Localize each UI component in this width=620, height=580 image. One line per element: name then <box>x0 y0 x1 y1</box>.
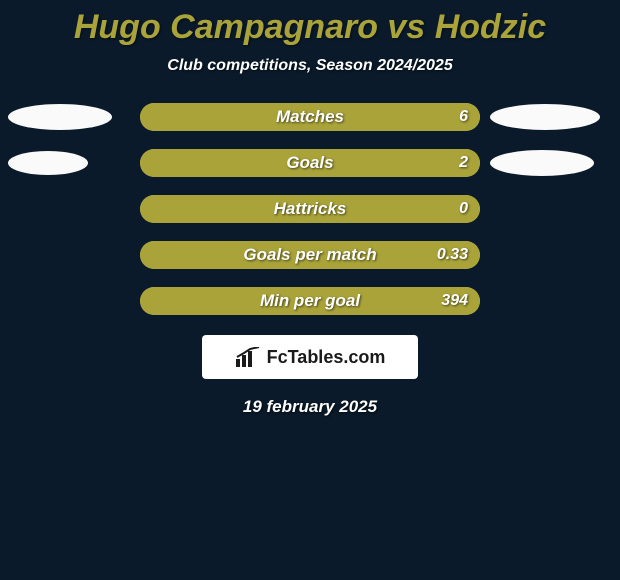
right-ellipse <box>490 150 594 176</box>
page-title: Hugo Campagnaro vs Hodzic <box>0 0 620 47</box>
stat-value: 394 <box>441 292 468 310</box>
date-text: 19 february 2025 <box>0 397 620 417</box>
stat-label: Matches <box>276 107 344 127</box>
left-ellipse <box>8 104 112 130</box>
stat-label: Min per goal <box>260 291 360 311</box>
stat-row: Hattricks 0 <box>0 195 620 223</box>
stat-label: Goals per match <box>243 245 376 265</box>
bar-track: Goals 2 <box>140 149 480 177</box>
stat-row: Min per goal 394 <box>0 287 620 315</box>
logo: FcTables.com <box>202 335 418 379</box>
right-ellipse <box>490 104 600 130</box>
bar-track: Min per goal 394 <box>140 287 480 315</box>
stat-value: 6 <box>459 108 468 126</box>
stat-value: 2 <box>459 154 468 172</box>
stat-value: 0 <box>459 200 468 218</box>
bar-track: Goals per match 0.33 <box>140 241 480 269</box>
left-ellipse <box>8 151 88 175</box>
logo-text: FcTables.com <box>267 347 386 368</box>
page-subtitle: Club competitions, Season 2024/2025 <box>0 57 620 75</box>
stat-row: Goals 2 <box>0 149 620 177</box>
bar-track: Hattricks 0 <box>140 195 480 223</box>
stat-row: Goals per match 0.33 <box>0 241 620 269</box>
stat-row: Matches 6 <box>0 103 620 131</box>
stat-rows: Matches 6 Goals 2 Hattricks 0 Goals per … <box>0 103 620 315</box>
stat-label: Goals <box>286 153 333 173</box>
stat-value: 0.33 <box>437 246 468 264</box>
bar-track: Matches 6 <box>140 103 480 131</box>
chart-icon <box>235 347 261 367</box>
stat-label: Hattricks <box>274 199 347 219</box>
